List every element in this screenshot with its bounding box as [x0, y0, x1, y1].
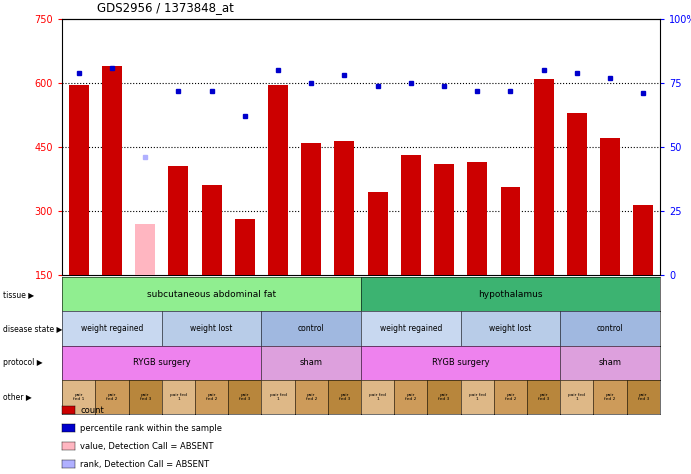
Text: tissue ▶: tissue ▶	[3, 290, 35, 299]
Bar	[135, 224, 155, 275]
Bar	[500, 188, 520, 275]
Text: sham: sham	[300, 358, 323, 367]
Text: sham: sham	[598, 358, 622, 367]
Text: pair
fed 3: pair fed 3	[538, 392, 549, 401]
Text: control: control	[298, 324, 325, 333]
Text: subcutaneous abdominal fat: subcutaneous abdominal fat	[147, 290, 276, 299]
Text: pair fed
1: pair fed 1	[369, 392, 386, 401]
Text: pair
fed 2: pair fed 2	[405, 392, 417, 401]
Text: hypothalamus: hypothalamus	[478, 290, 542, 299]
Bar	[533, 79, 553, 275]
Text: disease state ▶: disease state ▶	[3, 324, 63, 333]
Text: RYGB surgery: RYGB surgery	[133, 358, 191, 367]
Bar	[600, 138, 620, 275]
Text: pair
fed 2: pair fed 2	[106, 392, 117, 401]
Text: protocol ▶: protocol ▶	[3, 358, 43, 367]
Text: pair
fed 2: pair fed 2	[605, 392, 616, 401]
Text: RYGB surgery: RYGB surgery	[432, 358, 489, 367]
Bar	[434, 164, 454, 275]
Bar	[634, 205, 653, 275]
Text: pair fed
1: pair fed 1	[569, 392, 585, 401]
Bar	[368, 192, 388, 275]
Text: percentile rank within the sample: percentile rank within the sample	[80, 424, 222, 432]
Bar	[301, 143, 321, 275]
Text: pair
fed 1: pair fed 1	[73, 392, 84, 401]
Text: weight regained: weight regained	[379, 324, 442, 333]
Bar	[235, 219, 255, 275]
Text: weight lost: weight lost	[191, 324, 233, 333]
Text: pair fed
1: pair fed 1	[468, 392, 486, 401]
Text: value, Detection Call = ABSENT: value, Detection Call = ABSENT	[80, 442, 214, 450]
Bar	[467, 162, 487, 275]
Text: pair
fed 2: pair fed 2	[206, 392, 217, 401]
Text: pair
fed 3: pair fed 3	[638, 392, 649, 401]
Text: GDS2956 / 1373848_at: GDS2956 / 1373848_at	[97, 1, 234, 14]
Text: count: count	[80, 406, 104, 414]
Text: pair fed
1: pair fed 1	[269, 392, 287, 401]
Bar	[202, 185, 222, 275]
Text: pair fed
1: pair fed 1	[170, 392, 187, 401]
Bar	[69, 85, 88, 275]
Text: weight lost: weight lost	[489, 324, 531, 333]
Text: pair
fed 3: pair fed 3	[140, 392, 151, 401]
Bar	[567, 113, 587, 275]
Text: pair
fed 2: pair fed 2	[505, 392, 516, 401]
Text: pair
fed 3: pair fed 3	[239, 392, 251, 401]
Text: pair
fed 3: pair fed 3	[438, 392, 450, 401]
Bar	[169, 166, 189, 275]
Bar	[102, 66, 122, 275]
Text: rank, Detection Call = ABSENT: rank, Detection Call = ABSENT	[80, 460, 209, 468]
Bar	[268, 85, 288, 275]
Text: other ▶: other ▶	[3, 392, 32, 401]
Text: control: control	[597, 324, 623, 333]
Text: pair
fed 2: pair fed 2	[305, 392, 317, 401]
Bar	[401, 155, 421, 275]
Text: weight regained: weight regained	[81, 324, 143, 333]
Text: pair
fed 3: pair fed 3	[339, 392, 350, 401]
Bar	[334, 141, 354, 275]
